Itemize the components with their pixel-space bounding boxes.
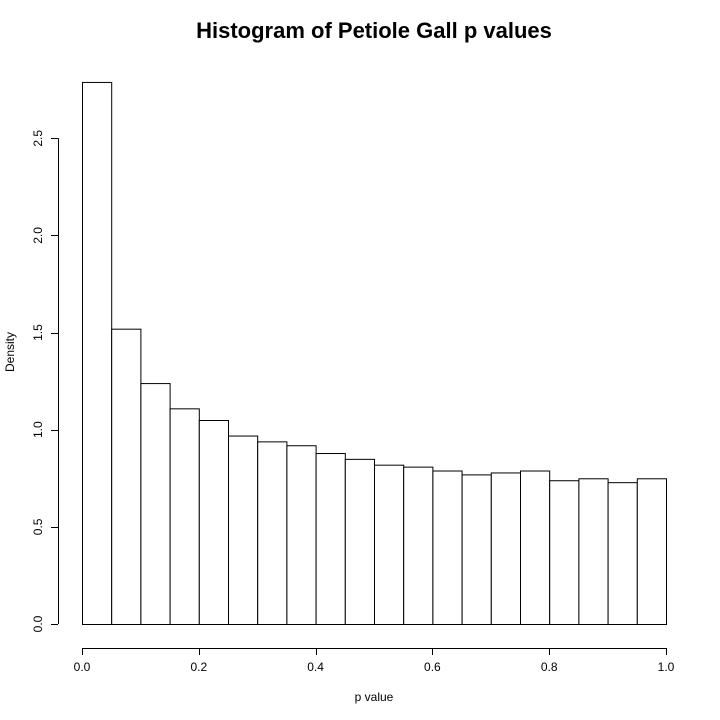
y-tick-label: 2.5 bbox=[31, 130, 45, 147]
histogram-bar bbox=[82, 81, 113, 625]
histogram-bar bbox=[198, 420, 230, 625]
histogram-bar bbox=[578, 478, 609, 625]
x-axis: 0.0 0.2 0.4 0.6 0.8 1.0 bbox=[74, 648, 675, 674]
histogram-bar bbox=[490, 472, 521, 626]
y-tick-label: 0.0 bbox=[31, 615, 45, 632]
histogram-bar bbox=[549, 480, 580, 625]
histogram-bar bbox=[636, 478, 667, 625]
histogram-bar bbox=[403, 466, 434, 625]
histogram-bar bbox=[344, 458, 375, 625]
x-axis-label: p value bbox=[355, 690, 394, 704]
x-tick-label: 0.2 bbox=[190, 660, 207, 674]
histogram-bar bbox=[140, 383, 171, 626]
histogram-bar bbox=[315, 453, 346, 625]
histogram-bar bbox=[374, 464, 405, 625]
y-axis-label: Density bbox=[3, 332, 17, 372]
y-axis: 0.0 0.5 1.0 1.5 2.0 2.5 bbox=[31, 130, 59, 632]
y-tick-label: 2.0 bbox=[31, 227, 45, 244]
chart-title: Histogram of Petiole Gall p values bbox=[196, 18, 552, 43]
y-tick-label: 0.5 bbox=[31, 518, 45, 535]
histogram-bar bbox=[432, 470, 463, 625]
bars-group bbox=[82, 81, 667, 626]
y-tick-label: 1.5 bbox=[31, 324, 45, 341]
x-tick-label: 0.0 bbox=[74, 660, 91, 674]
histogram-bar bbox=[520, 470, 551, 625]
histogram-bar bbox=[257, 441, 288, 625]
x-tick-label: 0.6 bbox=[424, 660, 441, 674]
x-tick-label: 0.8 bbox=[541, 660, 558, 674]
histogram-bar bbox=[228, 435, 259, 625]
histogram-bar bbox=[607, 482, 638, 625]
histogram-bar bbox=[169, 408, 200, 626]
histogram-bar bbox=[286, 445, 317, 625]
x-tick-label: 0.4 bbox=[307, 660, 324, 674]
histogram-bar bbox=[461, 474, 492, 625]
y-tick-label: 1.0 bbox=[31, 421, 45, 438]
histogram-bar bbox=[111, 328, 142, 625]
x-tick-label: 1.0 bbox=[658, 660, 675, 674]
